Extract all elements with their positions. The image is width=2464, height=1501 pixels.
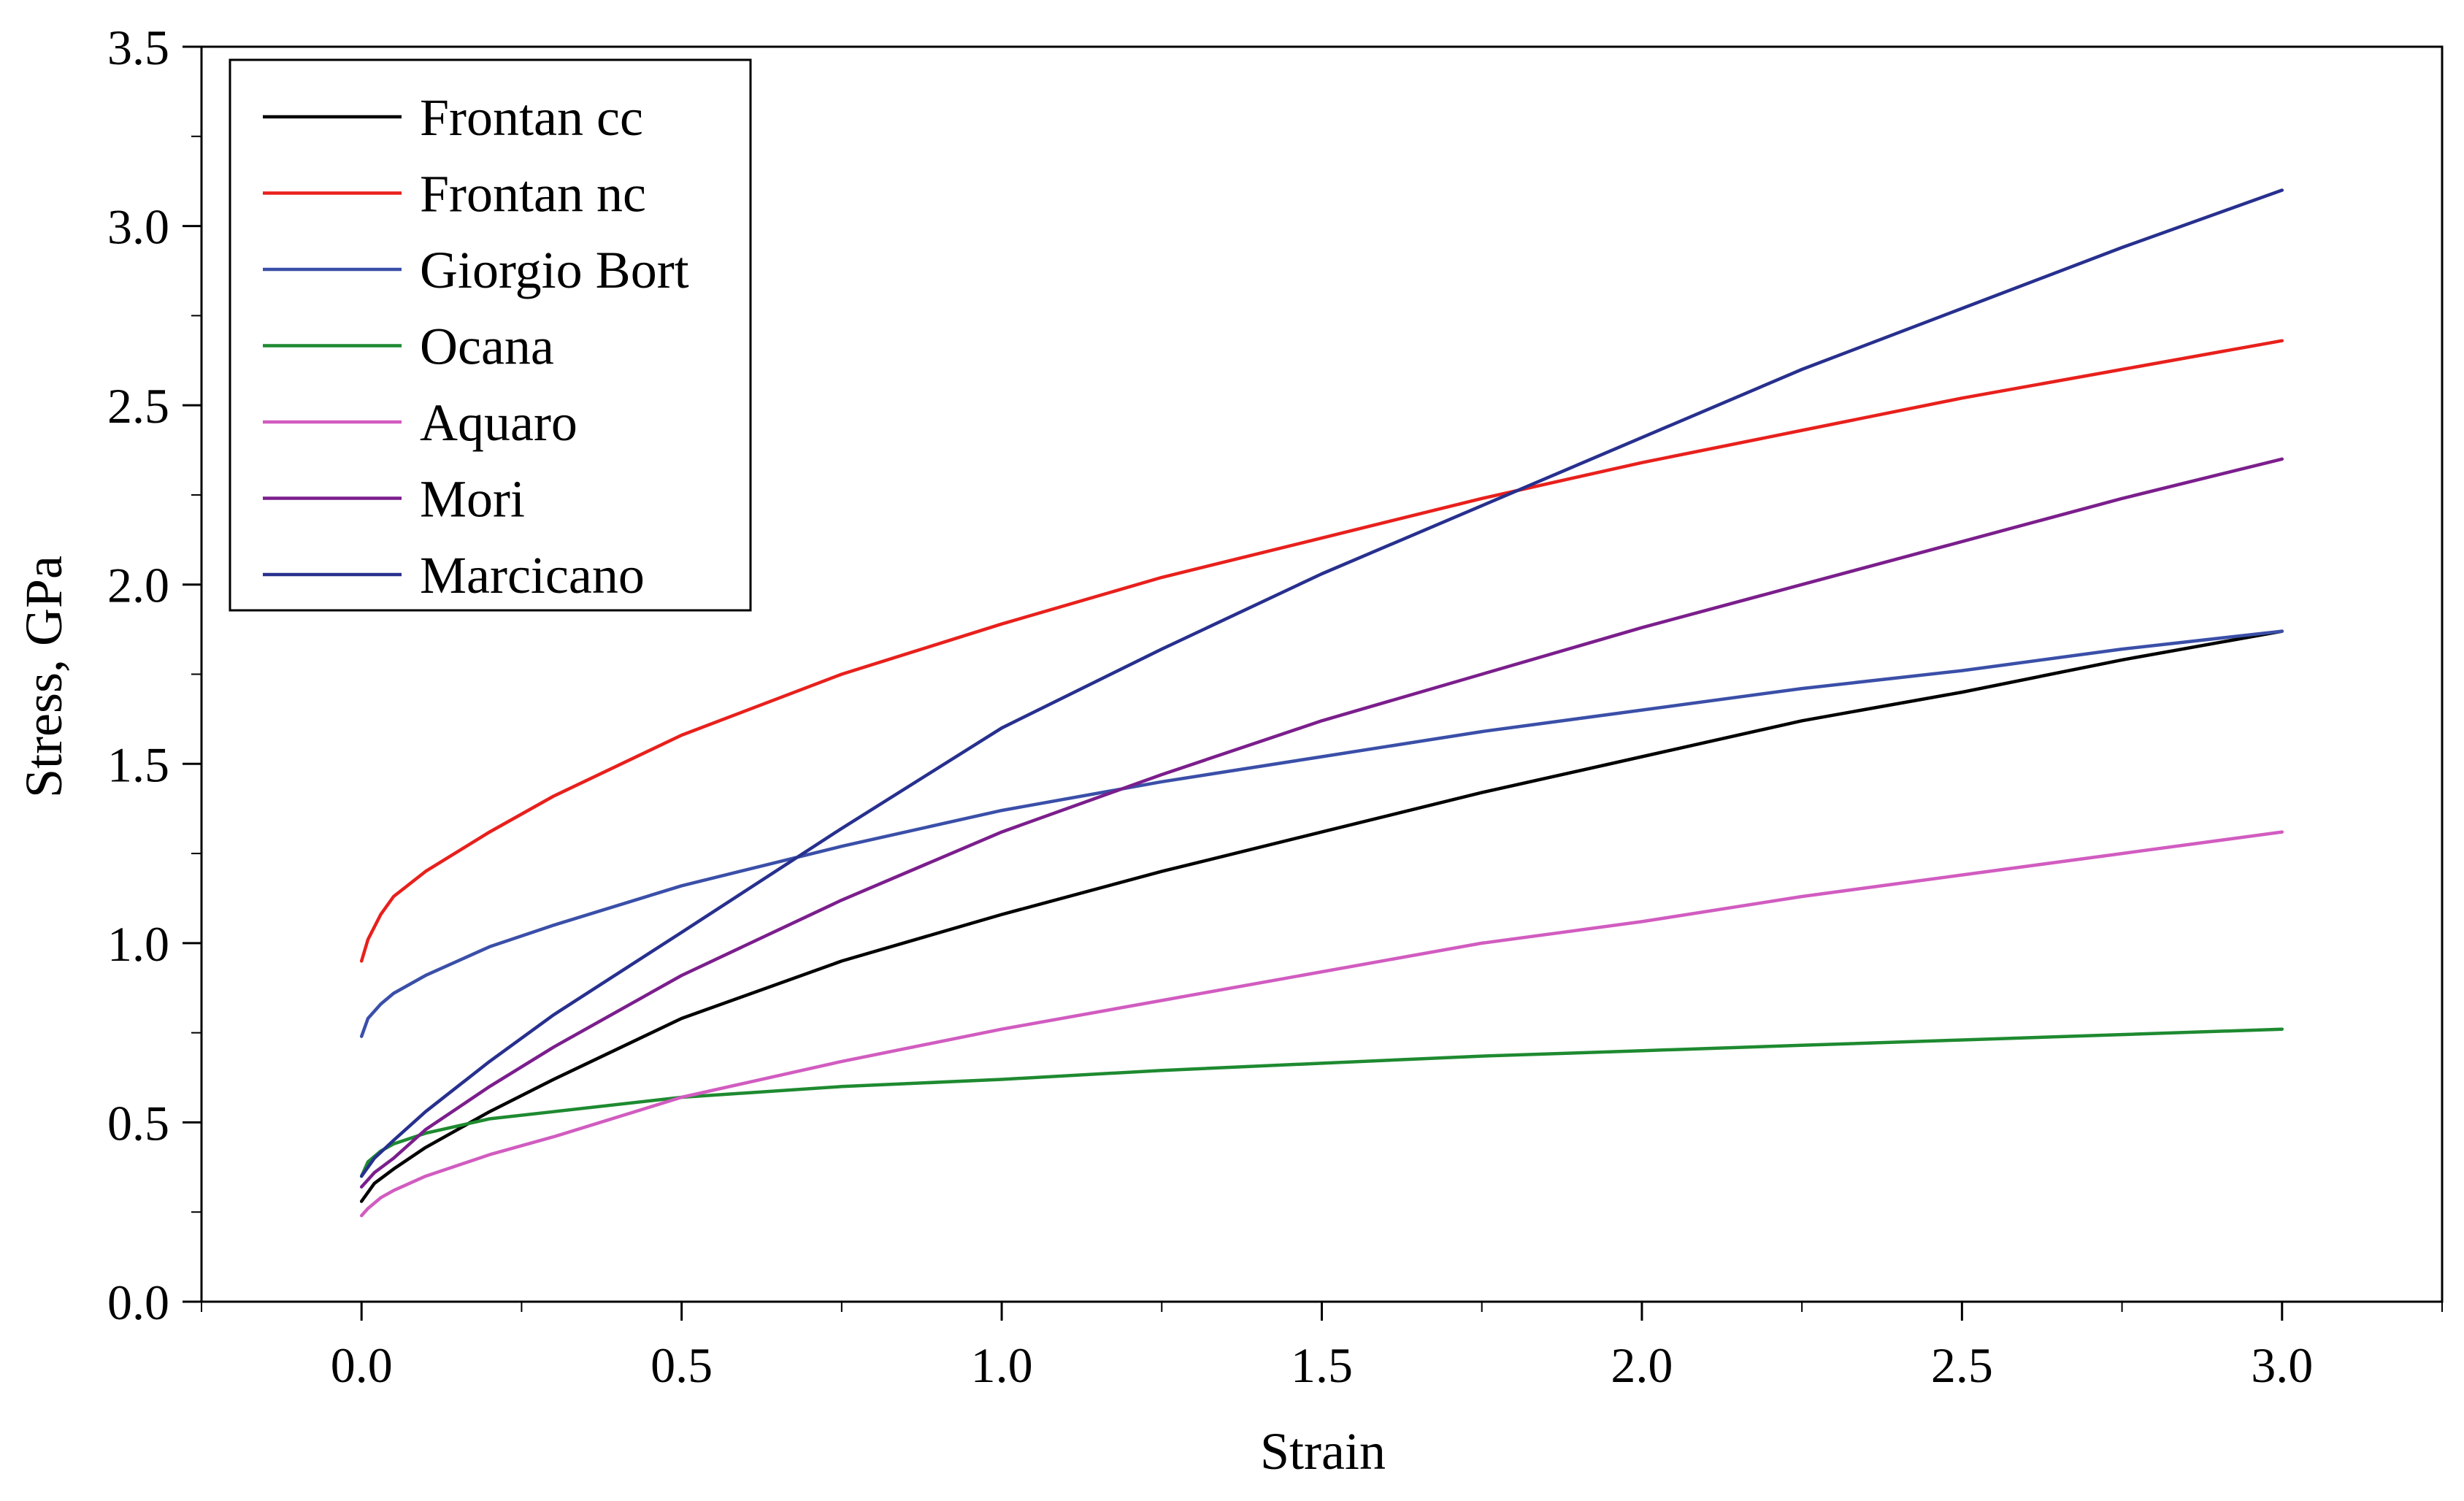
y-tick-label: 3.5 (107, 20, 169, 75)
x-tick-label: 2.0 (1611, 1337, 1673, 1393)
series-line-marcicano (359, 188, 2284, 1178)
series-line-aquaro (359, 830, 2284, 1218)
legend-label-mori: Mori (420, 470, 525, 529)
legend-label-frontan-cc: Frontan cc (420, 88, 643, 147)
series-line-frontan-nc (359, 339, 2284, 963)
y-tick-label: 0.0 (107, 1275, 169, 1330)
x-tick-label: 0.5 (650, 1337, 713, 1393)
y-tick-label: 3.0 (107, 199, 169, 255)
x-tick-label: 0.0 (331, 1337, 393, 1393)
legend-label-giorgio-bort: Giorgio Bort (420, 241, 689, 299)
y-tick-label: 1.5 (107, 737, 169, 792)
series-line-mori (359, 457, 2284, 1189)
legend-label-marcicano: Marcicano (420, 546, 645, 604)
x-tick-label: 1.5 (1291, 1337, 1353, 1393)
y-tick-label: 2.0 (107, 558, 169, 613)
legend-label-ocana: Ocana (420, 318, 554, 376)
x-axis-title: Strain (1260, 1422, 1386, 1481)
axes-layer: 0.0 0.5 1.0 1.5 2.0 2.5 3.0 0.0 0.5 1.0 1.5 2.0 2.5 3… (107, 20, 2444, 1393)
y-tick-label: 1.0 (107, 916, 169, 972)
x-tick-label: 2.5 (1931, 1337, 1993, 1393)
legend-box (229, 58, 752, 612)
y-axis-title: Stress, GPa (15, 556, 73, 798)
series-line-ocana (359, 1027, 2284, 1178)
series-line-frontan-cc (359, 629, 2284, 1203)
series-line-giorgio-bort (359, 629, 2284, 1038)
legend: Frontan cc Frontan nc Giorgio Bort Ocana Aqu… (229, 58, 752, 612)
legend-label-aquaro: Aquaro (420, 394, 577, 452)
x-tick-label: 3.0 (2251, 1337, 2313, 1393)
x-tick-label: 1.0 (971, 1337, 1033, 1393)
legend-label-frontan-nc: Frontan nc (420, 165, 646, 223)
series-layer (359, 188, 2284, 1218)
y-tick-label: 2.5 (107, 378, 169, 434)
y-tick-label: 0.5 (107, 1095, 169, 1151)
